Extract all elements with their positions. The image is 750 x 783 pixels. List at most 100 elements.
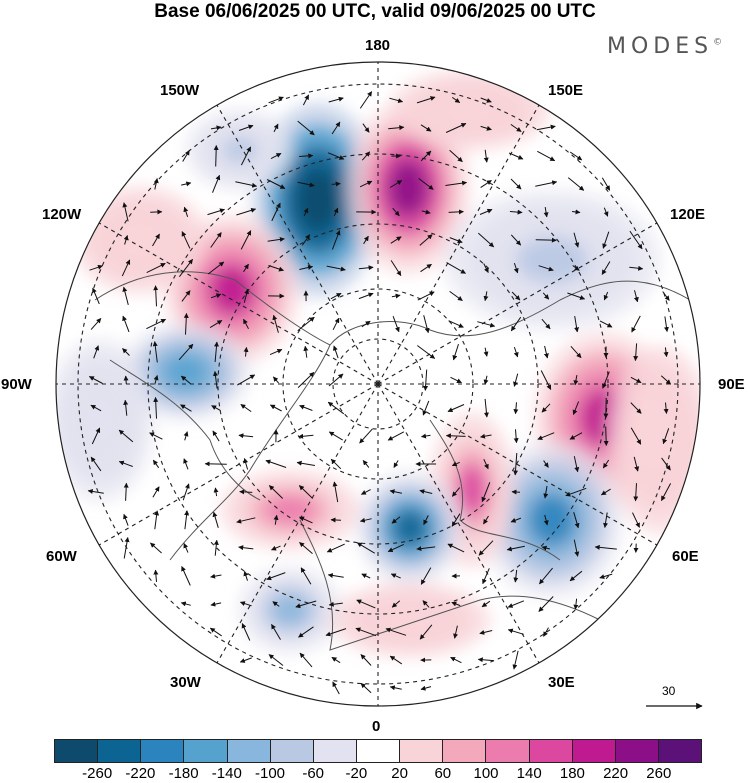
wind-vector — [632, 512, 640, 528]
wind-vector — [332, 681, 340, 695]
anomaly-contour — [117, 222, 163, 258]
wind-vector — [90, 318, 102, 330]
colorbar-segment — [658, 740, 702, 762]
anomaly-contour — [383, 607, 437, 633]
wind-vector — [181, 566, 191, 586]
wind-vector — [182, 150, 190, 162]
wind-vector — [510, 123, 522, 133]
wind-vector — [271, 545, 281, 551]
brand-name: MODES — [607, 34, 714, 59]
wind-vector — [509, 209, 523, 215]
wind-vector — [239, 657, 252, 663]
wind-vector — [87, 488, 104, 494]
wind-vector — [298, 433, 314, 439]
wind-vector — [152, 233, 160, 247]
wind-vector — [303, 345, 309, 358]
label-60w: 60W — [46, 548, 77, 565]
wind-vector — [542, 292, 550, 300]
wind-vector — [662, 428, 670, 445]
wind-vector — [385, 627, 407, 636]
wind-vector — [660, 483, 672, 502]
wind-vector — [573, 539, 580, 557]
wind-vector — [92, 287, 100, 305]
wind-vector — [272, 314, 279, 333]
wind-vector — [299, 542, 313, 554]
wind-vector — [327, 152, 345, 160]
anomaly-contour — [457, 463, 487, 517]
wind-vector — [391, 293, 401, 299]
wind-vector — [421, 433, 431, 439]
colorbar-tick-label: 60 — [434, 765, 452, 782]
wind-vector — [448, 320, 464, 328]
wind-vector — [183, 206, 189, 217]
wind-vector — [361, 573, 371, 579]
wind-vector — [633, 343, 639, 362]
wind-vector — [239, 489, 253, 495]
wind-vector — [537, 432, 555, 440]
wind-vector — [333, 345, 339, 359]
wind-vector — [178, 343, 194, 361]
wind-vector — [300, 567, 312, 585]
wind-vector — [207, 261, 225, 275]
wind-vector — [123, 399, 129, 416]
wind-vector — [663, 402, 669, 414]
wind-vector — [180, 375, 192, 385]
wind-vector — [571, 209, 581, 215]
wind-vector — [150, 542, 162, 554]
wind-vector — [543, 485, 549, 499]
wind-vector — [389, 489, 403, 495]
wind-vector — [452, 96, 461, 104]
wind-vector — [213, 539, 219, 556]
wind-vector — [510, 234, 522, 246]
colorbar-tick-label: -60 — [302, 765, 325, 782]
anomaly-contour — [82, 393, 118, 447]
anomaly-contour — [164, 355, 208, 389]
colorbar — [54, 739, 702, 763]
wind-vector — [629, 230, 643, 250]
wind-vector — [420, 263, 432, 273]
wind-vector — [121, 259, 131, 277]
wind-vector — [331, 121, 341, 135]
wind-vector — [241, 623, 251, 641]
wind-vector — [179, 258, 193, 278]
wind-vector — [360, 682, 372, 694]
wind-vector — [123, 513, 129, 526]
wind-vector — [422, 400, 430, 416]
wind-vector — [513, 569, 519, 583]
wind-vector — [483, 291, 489, 302]
wind-vector — [299, 516, 313, 524]
wind-vector — [146, 318, 167, 330]
wind-vector — [211, 405, 221, 411]
wind-vector — [297, 316, 315, 332]
wind-vector — [569, 151, 583, 161]
wind-vector — [326, 265, 346, 272]
meridian — [377, 383, 540, 664]
wind-vector — [265, 459, 287, 468]
wind-vector — [273, 376, 279, 384]
wind-vector — [302, 94, 310, 106]
wind-vector — [268, 96, 284, 104]
wind-vector — [569, 432, 583, 440]
map-title: Base 06/06/2025 00 UTC, valid 09/06/2025… — [154, 1, 596, 22]
wind-vector — [423, 369, 429, 391]
wind-vector — [510, 517, 522, 523]
wind-vector — [451, 601, 461, 607]
wind-vector — [93, 345, 100, 359]
wind-vector — [418, 178, 434, 190]
wind-vector — [535, 180, 558, 187]
wind-vector — [359, 517, 372, 523]
label-30w: 30W — [170, 674, 201, 691]
wind-vector — [328, 96, 344, 103]
wind-vector — [183, 312, 189, 335]
colorbar-tick-label: 20 — [391, 765, 408, 782]
wind-vector — [662, 291, 670, 301]
wind-vector — [393, 460, 399, 468]
wind-vector — [298, 485, 314, 499]
wind-vector — [388, 125, 405, 131]
wind-vector — [541, 318, 551, 330]
wind-vector — [123, 537, 130, 559]
wind-vector — [122, 315, 130, 333]
wind-vector — [387, 431, 405, 441]
wind-vector — [236, 517, 256, 524]
colorbar-segment — [486, 740, 530, 762]
